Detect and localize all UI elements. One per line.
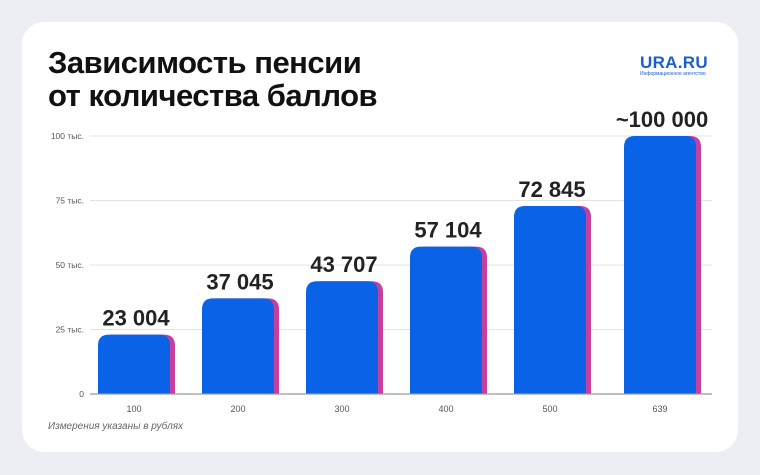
data-label: 23 004	[102, 306, 170, 331]
chart-title: Зависимость пенсии от количества баллов	[48, 45, 378, 113]
bar	[202, 298, 274, 394]
data-label: ~100 000	[616, 107, 708, 132]
y-tick-label: 0	[79, 389, 84, 399]
data-label: 72 845	[518, 177, 585, 202]
data-label: 37 045	[206, 269, 273, 294]
x-tick-label: 300	[334, 404, 349, 414]
units-note: Измерения указаны в рублях	[48, 421, 184, 432]
y-tick-label: 75 тыс.	[56, 196, 84, 206]
title-line-2: от количества баллов	[48, 78, 378, 113]
x-tick-label: 400	[438, 404, 453, 414]
bar	[98, 334, 170, 394]
y-tick-label: 100 тыс.	[51, 131, 84, 141]
data-label: 57 104	[414, 218, 482, 243]
y-tick-label: 25 тыс.	[56, 325, 84, 335]
logo-subtitle: Информационное агентство	[640, 71, 706, 77]
y-tick-label: 50 тыс.	[56, 260, 84, 270]
title-line-1: Зависимость пенсии	[48, 45, 362, 80]
x-tick-label: 500	[542, 404, 557, 414]
x-tick-label: 100	[126, 404, 141, 414]
logo-text: URA.RU	[640, 53, 708, 72]
ura-ru-logo[interactable]: URA.RU Информационное агентство	[640, 54, 708, 77]
bar	[410, 246, 482, 394]
x-tick-label: 200	[230, 404, 245, 414]
x-tick-label: 639	[652, 404, 667, 414]
data-label: 43 707	[310, 252, 377, 277]
bar	[306, 281, 378, 394]
bar	[514, 206, 586, 394]
bar	[624, 136, 696, 394]
